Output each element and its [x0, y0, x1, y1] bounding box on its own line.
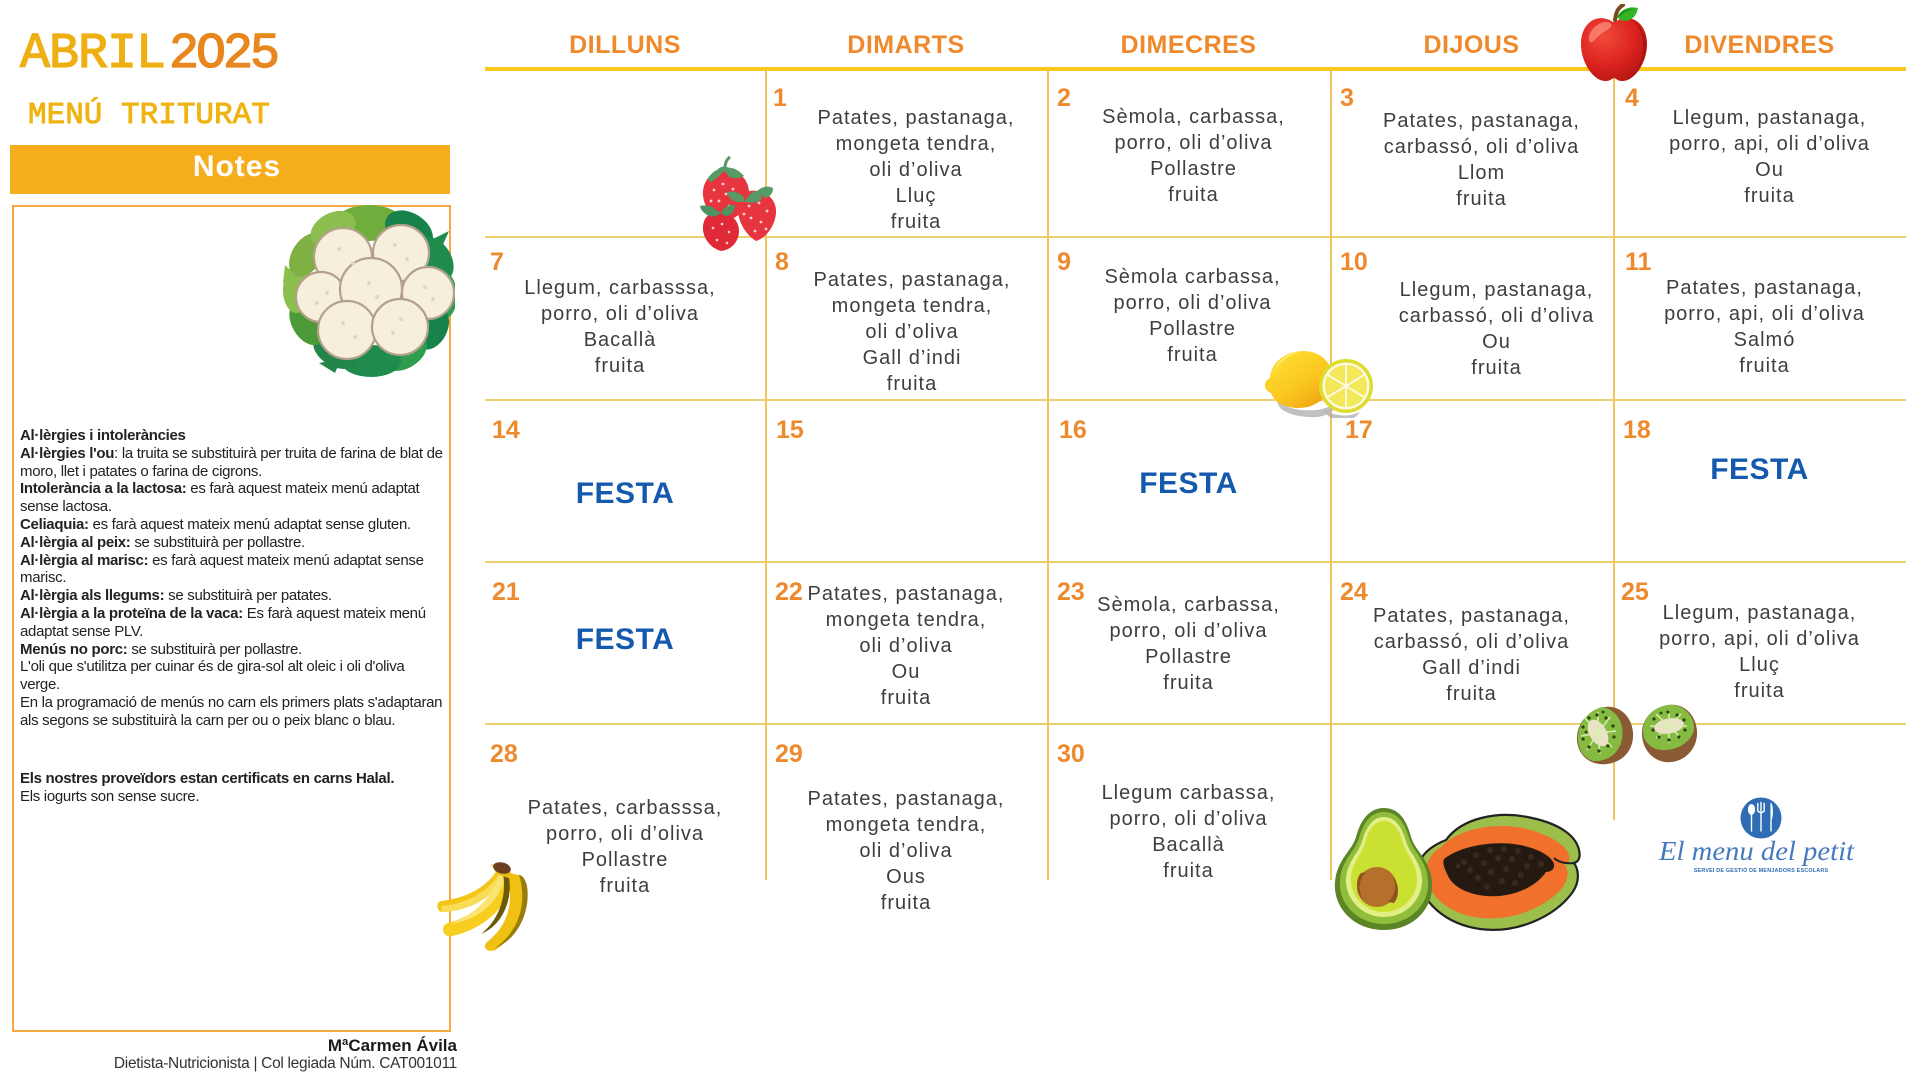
svg-text:SERVEI DE GESTIÓ DE MENJADORS: SERVEI DE GESTIÓ DE MENJADORS ESCOLARS [1694, 866, 1829, 874]
svg-text:El menu del petit: El menu del petit [1658, 836, 1856, 866]
